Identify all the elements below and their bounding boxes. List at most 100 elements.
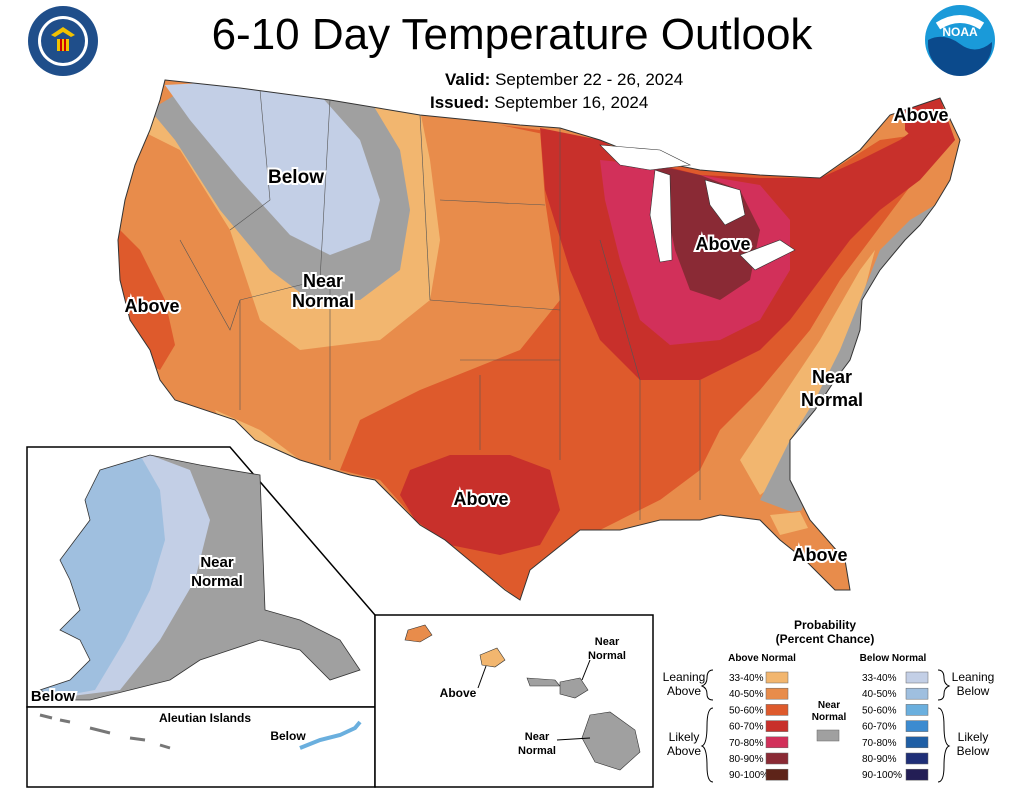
below-bin-swatch-2 <box>905 704 929 716</box>
issued-label: Issued: <box>430 93 490 112</box>
below-bin-swatch-6 <box>905 768 929 781</box>
lake-superior <box>599 144 692 171</box>
below-bin-swatch-5 <box>905 752 929 765</box>
hawaii-near-south-1: Near <box>525 731 550 743</box>
nw-below-label: Below <box>268 167 324 188</box>
below-bin-swatch-3 <box>905 720 929 732</box>
aleutian-below-label: Below <box>270 729 306 743</box>
maui <box>559 677 589 699</box>
above-bin-label-1: 40-50% <box>729 689 764 700</box>
leaning-above-2: Above <box>667 684 701 698</box>
page-title: 6-10 Day Temperature Outlook <box>211 10 813 59</box>
lake-erie <box>739 239 796 271</box>
leaning-below-1: Leaning <box>952 670 995 684</box>
ne-above-label: Above <box>893 105 948 125</box>
lake-huron <box>704 179 746 226</box>
ak-near-label-1: Near <box>200 554 234 571</box>
above-bin-swatch-4 <box>765 736 789 749</box>
above-bin-swatch-0 <box>765 671 789 684</box>
big-island <box>581 711 641 771</box>
below-bin-label-6: 90-100% <box>862 770 902 781</box>
conus-outline <box>117 79 961 601</box>
below-bin-label-4: 70-80% <box>862 738 897 749</box>
se-leaning-above <box>740 250 875 495</box>
below-bin-label-2: 50-60% <box>862 705 897 716</box>
se-near-label-2: Normal <box>801 390 863 410</box>
kauai <box>404 624 433 643</box>
above-bin-label-4: 70-80% <box>729 738 764 749</box>
legend-above-rows: 33-40% 40-50% 50-60% 60-70% 70-80% 80-90% 90-1… <box>729 671 789 781</box>
legend-title-1: Probability <box>794 618 856 632</box>
above-bin-label-0: 33-40% <box>729 673 764 684</box>
lake-michigan <box>649 169 673 263</box>
likely-above-1: Likely <box>669 730 700 744</box>
maine-above <box>905 98 955 150</box>
nw-below <box>165 80 380 255</box>
hawaii-near-north-1: Near <box>595 636 620 648</box>
leaning-above-brace <box>700 669 714 701</box>
below-bin-label-0: 33-40% <box>862 673 897 684</box>
hawaii-above-leader <box>477 665 487 689</box>
oahu <box>479 647 506 668</box>
legend-title-2: (Percent Chance) <box>776 632 875 646</box>
legend-near-label-1: Near <box>818 700 840 711</box>
above-bin-label-6: 90-100% <box>729 770 769 781</box>
se-near-label-1: Near <box>812 367 852 387</box>
aleutian-frame <box>26 706 376 788</box>
likely-above-2: Above <box>667 744 701 758</box>
alaska-inset: Near Normal Below <box>26 446 376 708</box>
below-bin-label-3: 60-70% <box>862 722 897 733</box>
below-bin-swatch-4 <box>905 736 929 749</box>
legend-below-rows: 33-40% 40-50% 50-60% 60-70% 70-80% 80-90% 90-1… <box>862 671 929 781</box>
above-bin-swatch-3 <box>765 720 789 732</box>
likely-below-2: Below <box>957 744 990 758</box>
ca-above <box>118 225 175 370</box>
commerce-seal-icon <box>28 6 98 76</box>
below-bin-label-1: 40-50% <box>862 689 897 700</box>
above-bin-label-3: 60-70% <box>729 722 764 733</box>
hawaii-near-south-leader <box>556 737 591 741</box>
ca-above-label: Above <box>124 296 179 316</box>
above-bin-swatch-1 <box>765 687 789 700</box>
valid-label: Valid: <box>445 70 491 89</box>
valid-value: September 22 - 26, 2024 <box>495 70 684 89</box>
above-bin-swatch-6 <box>765 768 789 781</box>
ak-below-label: Below <box>31 688 76 705</box>
noaa-logo-icon: NOAA <box>925 5 995 76</box>
nw-near-label-1: Near <box>303 271 343 291</box>
aleutian-west-islands <box>39 713 171 750</box>
hawaii-near-north-2: Normal <box>588 650 626 662</box>
fl-above-label: Above <box>792 545 847 565</box>
hawaii-above-label: Above <box>440 686 477 700</box>
legend-below-header: Below Normal <box>860 653 927 664</box>
likely-below-brace <box>937 707 951 783</box>
florida-leaning <box>770 512 808 535</box>
likely-above-brace <box>700 707 714 783</box>
hawaii-inset: Above Near Normal Near Normal <box>374 614 654 788</box>
aleutian-inset: Aleutian Islands Below <box>26 706 376 788</box>
hawaii-near-south-2: Normal <box>518 745 556 757</box>
legend-above-header: Above Normal <box>728 653 796 664</box>
issued-value: September 16, 2024 <box>494 93 649 112</box>
legend-near-swatch <box>816 729 840 742</box>
texas-above-60-70 <box>400 455 560 555</box>
state-lines <box>179 89 701 520</box>
above-bin-swatch-2 <box>765 704 789 716</box>
legend: Probability (Percent Chance) Above Norma… <box>663 618 995 783</box>
below-bin-label-5: 80-90% <box>862 754 897 765</box>
leaning-below-2: Below <box>957 684 990 698</box>
noaa-logo-text: NOAA <box>942 25 978 39</box>
tx-above-label: Above <box>453 489 508 509</box>
ak-near-label-2: Normal <box>191 573 243 590</box>
leaning-above-1: Leaning <box>663 670 706 684</box>
aleutian-east-islands <box>299 720 362 750</box>
aleutian-title: Aleutian Islands <box>159 711 251 725</box>
legend-near-label-2: Normal <box>812 712 847 723</box>
below-bin-swatch-1 <box>905 687 929 700</box>
above-bin-swatch-5 <box>765 752 789 765</box>
likely-below-1: Likely <box>958 730 989 744</box>
hawaii-near-north-leader <box>581 659 591 681</box>
issued-date: Issued: September 16, 2024 <box>430 93 648 113</box>
gl-above-label: Above <box>695 234 750 254</box>
